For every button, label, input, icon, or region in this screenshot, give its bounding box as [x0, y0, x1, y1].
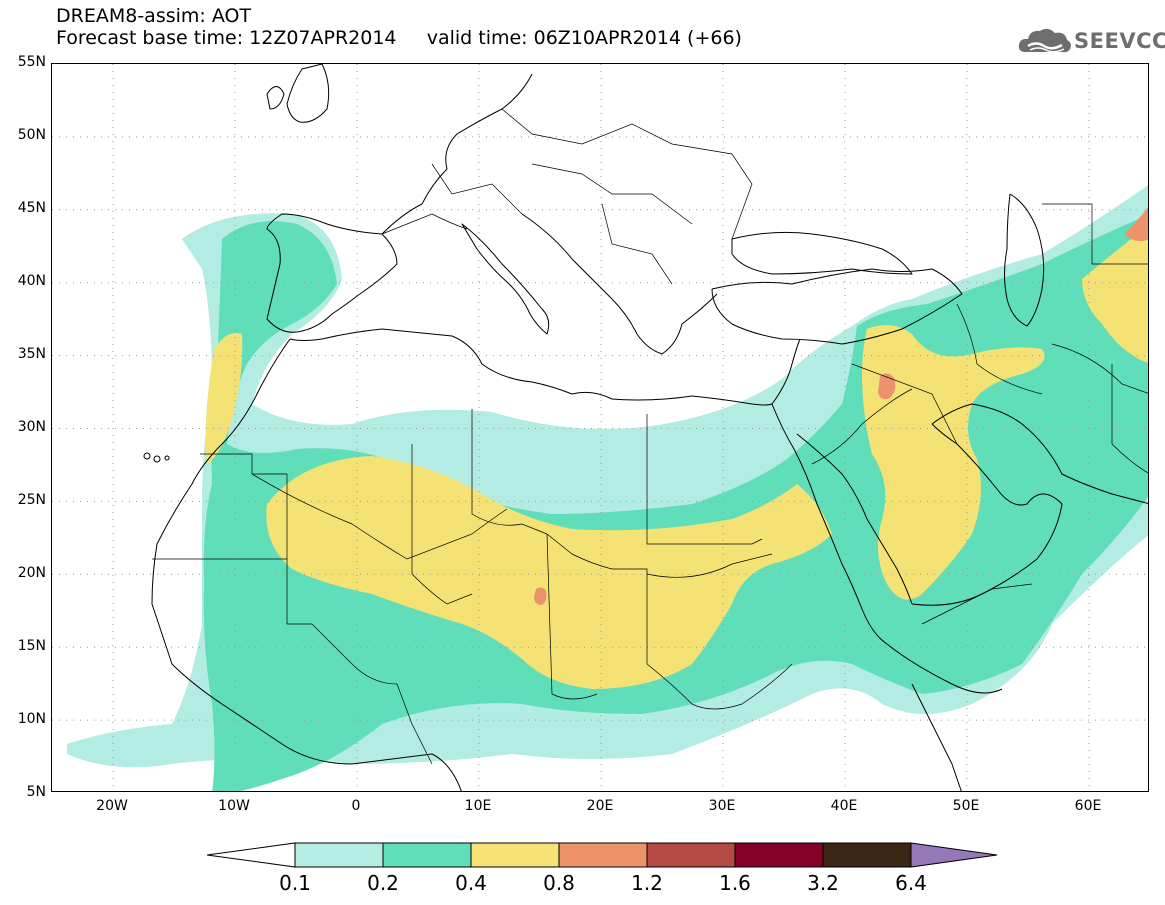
lon-label-0: 0	[351, 798, 361, 814]
lon-label-20w: 20W	[96, 798, 128, 814]
lat-label-40n: 40N	[17, 273, 46, 289]
colorbar-segment-0.4	[470, 842, 560, 868]
map-canvas	[52, 64, 1148, 791]
aot-band-0.8	[534, 587, 547, 605]
lat-label-45n: 45N	[17, 200, 46, 216]
aot-band-0.4	[1082, 225, 1148, 364]
lat-label-20n: 20N	[17, 565, 46, 581]
colorbar-segment-0.8	[558, 842, 648, 868]
colorbar-label-1.6: 1.6	[719, 871, 751, 895]
colorbar-label-1.2: 1.2	[631, 871, 663, 895]
colorbar-label-0.8: 0.8	[543, 871, 575, 895]
lon-label-10e: 10E	[464, 798, 492, 814]
lon-label-10w: 10W	[218, 798, 250, 814]
lat-label-15n: 15N	[17, 638, 46, 654]
seevccc-logo: SEEVCCC	[1018, 24, 1165, 58]
logo-text: SEEVCCC	[1074, 29, 1165, 53]
colorbar-label-3.2: 3.2	[807, 871, 839, 895]
colorbar-label-0.1: 0.1	[279, 871, 311, 895]
lon-label-60e: 60E	[1074, 798, 1102, 814]
cloud-logo-icon	[1018, 28, 1071, 53]
lon-label-30e: 30E	[708, 798, 736, 814]
aot-map	[51, 63, 1149, 792]
lon-label-50e: 50E	[952, 798, 980, 814]
lat-label-55n: 55N	[17, 54, 46, 70]
lon-label-40e: 40E	[830, 798, 858, 814]
colorbar-segment-3.2	[822, 842, 912, 868]
aot-band-0.4	[862, 325, 1045, 600]
colorbar-segment-0.2	[382, 842, 472, 868]
colorbar-over-arrow	[910, 842, 998, 868]
aot-band-0.4	[266, 456, 832, 689]
colorbar-segment-0.1	[294, 842, 384, 868]
colorbar-label-0.4: 0.4	[455, 871, 487, 895]
lat-label-30n: 30N	[17, 419, 46, 435]
lat-label-50n: 50N	[17, 127, 46, 143]
colorbar-segment-1.6	[734, 842, 824, 868]
colorbar-label-6.4: 6.4	[895, 871, 927, 895]
colorbar-label-0.2: 0.2	[367, 871, 399, 895]
aot-colorbar	[207, 842, 998, 868]
colorbar-under-arrow	[207, 842, 296, 868]
aot-band-0.8	[878, 373, 896, 400]
forecast-time-line: Forecast base time: 12Z07APR2014 valid t…	[56, 27, 742, 49]
aot-band-0.8	[1124, 207, 1148, 242]
lat-label-35n: 35N	[17, 346, 46, 362]
lon-label-20e: 20E	[586, 798, 614, 814]
lat-label-25n: 25N	[17, 492, 46, 508]
aot-band-0.4	[205, 333, 243, 464]
lat-label-5n: 5N	[26, 784, 46, 800]
lat-label-10n: 10N	[17, 711, 46, 727]
aot-shading	[67, 185, 1148, 791]
colorbar-segment-1.2	[646, 842, 736, 868]
country-borders	[152, 108, 1148, 765]
map-title: DREAM8-assim: AOT	[56, 5, 252, 27]
